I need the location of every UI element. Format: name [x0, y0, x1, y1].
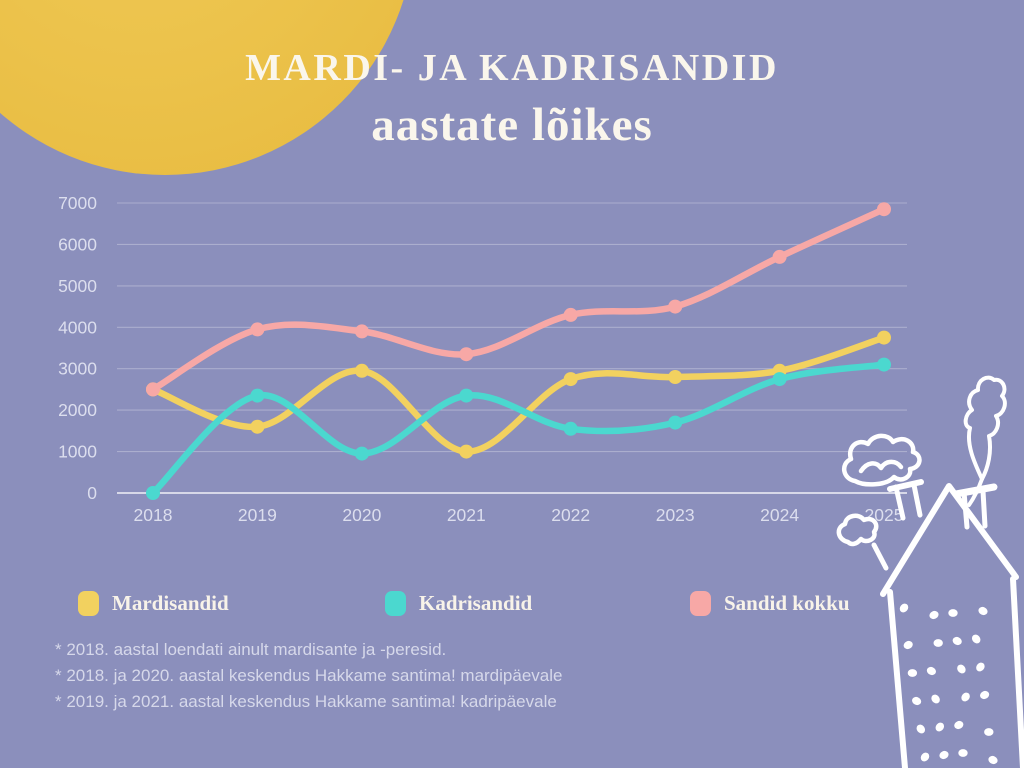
y-tick-label: 7000: [58, 193, 97, 213]
right-chimney-icon: [952, 483, 998, 530]
footnotes: * 2018. aastal loendati ainult mardisant…: [55, 637, 562, 715]
y-tick-label: 3000: [58, 359, 97, 379]
x-tick-label: 2022: [551, 505, 590, 525]
legend-swatch-kadrisandid: [385, 591, 406, 616]
data-point: [354, 363, 369, 378]
feather-icon: [963, 375, 1007, 507]
footnote-1: * 2018. aastal loendati ainult mardisant…: [55, 640, 447, 659]
legend-item-sandid-kokku: Sandid kokku: [690, 591, 850, 616]
legend-label-mardisandid: Mardisandid: [112, 591, 229, 615]
legend-swatch-mardisandid: [78, 591, 99, 616]
x-tick-label: 2019: [238, 505, 277, 525]
data-point: [877, 357, 891, 372]
small-cloud-icon: [836, 513, 879, 547]
data-point: [668, 299, 683, 314]
data-point: [250, 388, 265, 403]
data-point: [354, 446, 369, 461]
x-tick-label: 2024: [760, 505, 799, 525]
x-tick-label: 2021: [447, 505, 486, 525]
data-point: [772, 372, 787, 387]
data-point: [146, 486, 160, 500]
data-point: [146, 382, 160, 397]
legend-label-kadrisandid: Kadrisandid: [419, 591, 533, 615]
y-tick-label: 4000: [58, 317, 97, 337]
left-chimney-icon: [887, 479, 924, 521]
data-point: [354, 324, 369, 339]
series-line-mardisandid: [149, 334, 888, 455]
smoke-cloud-icon: [842, 433, 922, 487]
house-left-wall: [887, 589, 908, 768]
y-tick-label: 1000: [58, 442, 97, 462]
house-roof: [880, 483, 1019, 597]
footnote-2: * 2018. ja 2020. aastal keskendus Hakkam…: [55, 666, 563, 685]
legend-label-sandid-kokku: Sandid kokku: [724, 591, 850, 615]
data-point: [250, 419, 265, 434]
data-point: [563, 307, 578, 322]
legend-item-mardisandid: Mardisandid: [78, 591, 229, 616]
smoke-wisp: [871, 542, 889, 571]
x-tick-label: 2023: [656, 505, 695, 525]
y-tick-label: 5000: [58, 276, 97, 296]
x-tick-label: 2020: [342, 505, 381, 525]
data-point: [772, 249, 787, 264]
data-point: [668, 370, 683, 384]
title-line-1: MARDI- JA KADRISANDID: [245, 47, 779, 89]
footnote-3: * 2019. ja 2021. aastal keskendus Hakkam…: [55, 692, 557, 711]
chart-title: MARDI- JA KADRISANDID aastate lõikes: [0, 46, 1024, 152]
data-point: [459, 444, 474, 459]
data-point: [459, 347, 474, 362]
data-point: [250, 322, 265, 337]
house-wall-dots: [899, 603, 998, 765]
y-tick-label: 6000: [58, 234, 97, 254]
legend-swatch-sandid-kokku: [690, 591, 711, 616]
house-right-wall: [1010, 576, 1024, 768]
data-point: [563, 421, 578, 436]
data-point: [668, 415, 683, 430]
data-point: [563, 372, 578, 387]
data-point: [877, 202, 891, 217]
x-tick-label: 2018: [134, 505, 173, 525]
y-tick-label: 0: [87, 483, 97, 503]
y-tick-label: 2000: [58, 400, 97, 420]
title-line-2: aastate lõikes: [371, 99, 653, 151]
data-point: [459, 388, 474, 403]
legend-item-kadrisandid: Kadrisandid: [385, 591, 532, 616]
data-point: [877, 330, 891, 345]
